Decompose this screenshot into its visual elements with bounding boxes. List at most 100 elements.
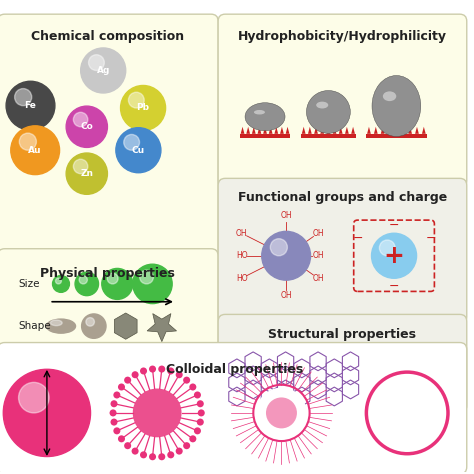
Circle shape — [256, 388, 307, 438]
Circle shape — [118, 435, 125, 442]
Circle shape — [116, 128, 161, 173]
Polygon shape — [308, 127, 312, 134]
Circle shape — [132, 447, 138, 455]
Circle shape — [66, 153, 108, 194]
Circle shape — [176, 447, 182, 455]
Circle shape — [66, 106, 108, 147]
Text: OH: OH — [312, 274, 324, 283]
Polygon shape — [401, 127, 405, 134]
FancyBboxPatch shape — [0, 14, 218, 258]
Polygon shape — [415, 127, 419, 134]
Circle shape — [19, 133, 36, 150]
Text: −: − — [425, 231, 436, 245]
Polygon shape — [241, 127, 245, 134]
Polygon shape — [269, 127, 273, 134]
Text: HO: HO — [236, 274, 247, 283]
Bar — [240, 134, 290, 138]
Circle shape — [110, 400, 118, 407]
Circle shape — [6, 81, 55, 130]
Circle shape — [149, 453, 156, 460]
Circle shape — [55, 278, 62, 284]
Circle shape — [167, 451, 174, 458]
Polygon shape — [280, 127, 284, 134]
Text: −: − — [389, 280, 399, 293]
Text: Fe: Fe — [25, 101, 36, 110]
Polygon shape — [114, 313, 137, 339]
Circle shape — [81, 48, 126, 93]
Text: HO: HO — [236, 251, 247, 260]
Circle shape — [15, 89, 32, 106]
Polygon shape — [345, 127, 349, 134]
Polygon shape — [367, 127, 371, 134]
Circle shape — [158, 453, 165, 460]
Circle shape — [124, 377, 131, 383]
Polygon shape — [320, 127, 324, 134]
Text: Physical properties: Physical properties — [40, 267, 175, 281]
Circle shape — [197, 419, 204, 426]
Circle shape — [124, 135, 139, 150]
Circle shape — [128, 92, 144, 108]
Text: Ag: Ag — [97, 66, 110, 75]
Circle shape — [140, 367, 147, 374]
Circle shape — [266, 397, 297, 428]
Text: Zn: Zn — [80, 169, 93, 178]
Text: Shape: Shape — [19, 321, 51, 331]
Text: OH: OH — [280, 211, 292, 220]
Circle shape — [124, 442, 131, 449]
Polygon shape — [263, 127, 267, 134]
Polygon shape — [422, 127, 426, 134]
Circle shape — [194, 392, 201, 399]
Bar — [366, 134, 427, 138]
Ellipse shape — [50, 320, 62, 326]
Ellipse shape — [372, 75, 421, 137]
Text: Au: Au — [28, 146, 42, 155]
Circle shape — [189, 435, 196, 442]
Polygon shape — [257, 127, 261, 134]
Text: OH: OH — [280, 291, 292, 300]
Circle shape — [140, 270, 154, 284]
Circle shape — [167, 367, 174, 374]
Circle shape — [132, 371, 138, 378]
Polygon shape — [286, 127, 290, 134]
Polygon shape — [333, 127, 337, 134]
Circle shape — [110, 419, 118, 426]
Polygon shape — [147, 314, 176, 342]
Circle shape — [262, 231, 310, 280]
Circle shape — [133, 389, 182, 438]
Text: Colloidal properties: Colloidal properties — [166, 363, 303, 376]
Ellipse shape — [306, 91, 350, 133]
Text: OH: OH — [312, 229, 324, 238]
Circle shape — [79, 276, 87, 284]
Circle shape — [149, 365, 156, 373]
Text: −: − — [389, 219, 399, 232]
Circle shape — [189, 383, 196, 391]
FancyBboxPatch shape — [0, 343, 467, 474]
Polygon shape — [327, 127, 330, 134]
Ellipse shape — [46, 319, 75, 333]
Circle shape — [198, 410, 205, 417]
Circle shape — [73, 112, 88, 127]
Circle shape — [86, 318, 94, 326]
Circle shape — [107, 273, 118, 284]
Circle shape — [140, 451, 147, 458]
Circle shape — [11, 126, 60, 174]
FancyBboxPatch shape — [0, 249, 218, 352]
Polygon shape — [381, 127, 384, 134]
Circle shape — [113, 428, 120, 434]
Text: Pb: Pb — [137, 103, 150, 112]
Circle shape — [133, 264, 172, 304]
Polygon shape — [314, 127, 318, 134]
Circle shape — [270, 239, 287, 256]
Text: Chemical composition: Chemical composition — [31, 30, 184, 43]
Text: Size: Size — [19, 279, 40, 289]
Polygon shape — [374, 127, 378, 134]
Circle shape — [53, 275, 69, 292]
Polygon shape — [246, 127, 250, 134]
Polygon shape — [351, 127, 355, 134]
Circle shape — [18, 383, 49, 413]
Polygon shape — [339, 127, 343, 134]
Ellipse shape — [316, 101, 328, 109]
Text: Co: Co — [81, 122, 93, 131]
FancyBboxPatch shape — [218, 14, 467, 188]
Circle shape — [366, 372, 448, 454]
